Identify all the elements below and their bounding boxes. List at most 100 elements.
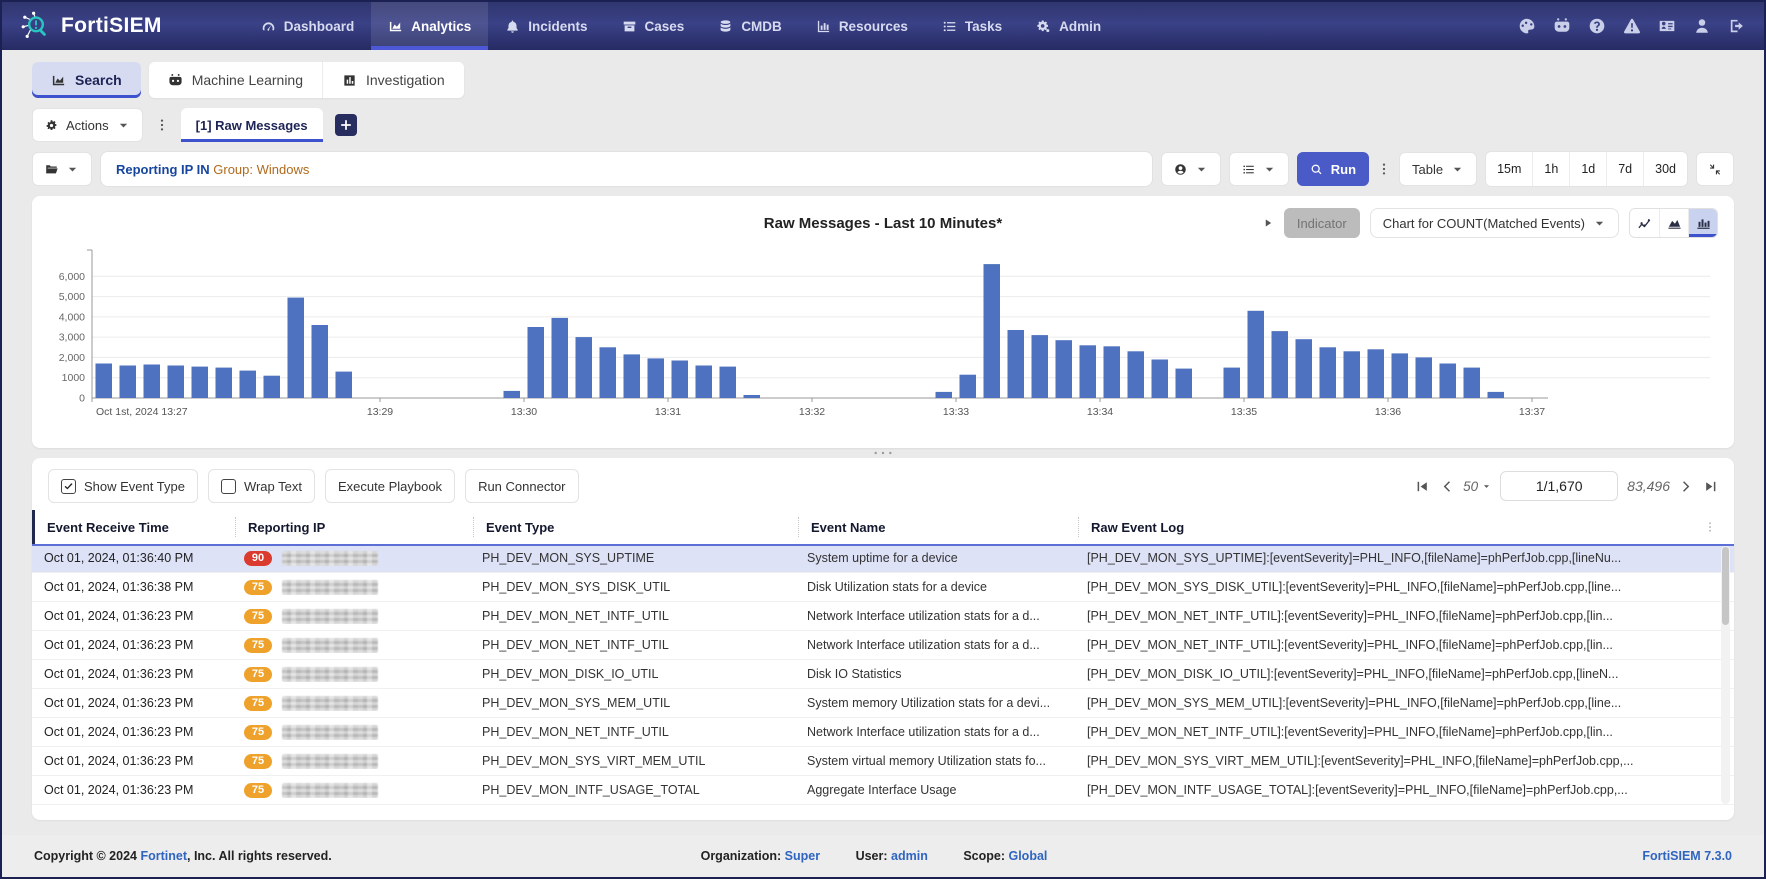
query-input[interactable]: Reporting IP IN Group: Windows bbox=[100, 151, 1153, 187]
bar-chart-button[interactable] bbox=[1688, 209, 1717, 237]
column-header-raw-event-log[interactable]: Raw Event Log bbox=[1078, 517, 1734, 537]
time-range-15m[interactable]: 15m bbox=[1497, 162, 1522, 176]
pagination: 50 1/1,670 83,496 bbox=[1415, 471, 1718, 501]
first-page-icon[interactable] bbox=[1415, 479, 1430, 494]
id-card-icon[interactable] bbox=[1658, 17, 1676, 35]
column-header-event-receive-time[interactable]: Event Receive Time bbox=[47, 519, 169, 535]
nav-item-analytics[interactable]: Analytics bbox=[371, 2, 489, 50]
table-row[interactable]: Oct 01, 2024, 01:36:40 PM 90 PH_DEV_MON_SY… bbox=[32, 544, 1734, 573]
user-value[interactable]: admin bbox=[891, 849, 928, 863]
nav-item-cases[interactable]: Cases bbox=[605, 2, 702, 50]
tab-search[interactable]: Search bbox=[32, 62, 141, 98]
nav-item-tasks[interactable]: Tasks bbox=[925, 2, 1019, 50]
column-options-icon[interactable] bbox=[1704, 519, 1716, 535]
table-row[interactable]: Oct 01, 2024, 01:36:23 PM 75 PH_DEV_MON_NE… bbox=[32, 602, 1734, 631]
nav-item-admin[interactable]: Admin bbox=[1019, 2, 1118, 50]
svg-text:13:37: 13:37 bbox=[1519, 406, 1545, 418]
svg-text:1000: 1000 bbox=[62, 372, 86, 384]
scrollbar-thumb[interactable] bbox=[1722, 547, 1729, 625]
help-icon[interactable] bbox=[1588, 17, 1606, 35]
time-range-1h[interactable]: 1h bbox=[1532, 152, 1569, 186]
run-connector-button[interactable]: Run Connector bbox=[465, 469, 579, 503]
nav-item-cmdb[interactable]: CMDB bbox=[701, 2, 799, 50]
table-row[interactable]: Oct 01, 2024, 01:36:23 PM 75 PH_DEV_MON_SY… bbox=[32, 747, 1734, 776]
panel-resize-handle[interactable] bbox=[32, 448, 1734, 458]
time-range-7d[interactable]: 7d bbox=[1606, 152, 1643, 186]
panel-toggle-arrow-icon[interactable] bbox=[1262, 217, 1274, 229]
tab-machine-learning[interactable]: Machine Learning bbox=[148, 62, 322, 98]
area-chart-button[interactable] bbox=[1659, 209, 1688, 237]
toggle-show-event-type[interactable]: Show Event Type bbox=[48, 469, 198, 503]
page-indicator-input[interactable]: 1/1,670 bbox=[1500, 471, 1619, 501]
execute-playbook-button[interactable]: Execute Playbook bbox=[324, 469, 456, 503]
column-header-event-type[interactable]: Event Type bbox=[473, 517, 798, 537]
organization-value[interactable]: Super bbox=[784, 849, 821, 863]
prev-page-icon[interactable] bbox=[1439, 479, 1454, 494]
next-page-icon[interactable] bbox=[1679, 479, 1694, 494]
scope-label: Scope: bbox=[963, 849, 1005, 863]
cell-event-receive-time: Oct 01, 2024, 01:36:23 PM bbox=[44, 725, 194, 739]
cell-event-type: PH_DEV_MON_INTF_USAGE_TOTAL bbox=[482, 783, 700, 797]
version-text[interactable]: FortiSIEM 7.3.0 bbox=[1642, 849, 1732, 863]
nav-item-resources[interactable]: Resources bbox=[799, 2, 925, 50]
palette-icon[interactable] bbox=[1518, 17, 1536, 35]
table-row[interactable]: Oct 01, 2024, 01:36:23 PM 75 PH_DEV_MON_IN… bbox=[32, 776, 1734, 805]
compress-button[interactable] bbox=[1696, 152, 1734, 186]
table-row[interactable]: Oct 01, 2024, 01:36:23 PM 75 PH_DEV_MON_DI… bbox=[32, 660, 1734, 689]
chart-title: Raw Messages - Last 10 Minutes* bbox=[763, 214, 1003, 232]
time-range-30d[interactable]: 30d bbox=[1643, 152, 1687, 186]
line-chart-button[interactable] bbox=[1630, 209, 1659, 237]
last-page-icon[interactable] bbox=[1703, 479, 1718, 494]
checkbox-icon[interactable] bbox=[220, 478, 236, 494]
events-grid: Event Receive Time Reporting IP Event Ty… bbox=[32, 510, 1734, 805]
table-row[interactable]: Oct 01, 2024, 01:36:23 PM 75 PH_DEV_MON_NE… bbox=[32, 718, 1734, 747]
page-size-value: 50 bbox=[1463, 478, 1479, 494]
run-button[interactable]: Run bbox=[1296, 152, 1370, 186]
cell-event-name: Disk IO Statistics bbox=[807, 667, 902, 681]
nav-item-dashboard[interactable]: Dashboard bbox=[244, 2, 372, 50]
sign-out-icon[interactable] bbox=[1728, 17, 1746, 35]
table-row[interactable]: Oct 01, 2024, 01:36:38 PM 75 PH_DEV_MON_SY… bbox=[32, 573, 1734, 602]
cell-reporting-ip: 75 bbox=[232, 695, 470, 711]
indicator-button[interactable]: Indicator bbox=[1283, 208, 1360, 238]
cell-reporting-ip: 75 bbox=[232, 782, 470, 798]
column-header-event-name[interactable]: Event Name bbox=[798, 517, 1078, 537]
table-row[interactable]: Oct 01, 2024, 01:36:23 PM 75 PH_DEV_MON_SY… bbox=[32, 689, 1734, 718]
column-header-reporting-ip[interactable]: Reporting IP bbox=[235, 517, 473, 537]
actions-button[interactable]: Actions bbox=[32, 108, 143, 142]
display-fields-dropdown[interactable] bbox=[1228, 152, 1289, 186]
table-row[interactable]: Oct 01, 2024, 01:36:23 PM 75 PH_DEV_MON_NE… bbox=[32, 631, 1734, 660]
table-scrollbar[interactable] bbox=[1721, 546, 1730, 804]
user-icon[interactable] bbox=[1693, 17, 1711, 35]
cell-event-receive-time: Oct 01, 2024, 01:36:23 PM bbox=[44, 609, 194, 623]
cell-event-name: Network Interface utilization stats for … bbox=[807, 638, 1040, 652]
raw-messages-chart[interactable]: 0 1000 2,000 3,000 4,000 5,000 6,000 Oct 1st, 2… bbox=[46, 246, 1720, 439]
nav-item-label: CMDB bbox=[741, 18, 782, 34]
toggle-wrap-text[interactable]: Wrap Text bbox=[207, 469, 315, 503]
cell-event-receive-time: Oct 01, 2024, 01:36:23 PM bbox=[44, 638, 194, 652]
scope-value[interactable]: Global bbox=[1008, 849, 1048, 863]
tab-investigation[interactable]: Investigation bbox=[322, 62, 464, 98]
bot-icon[interactable] bbox=[1553, 17, 1571, 35]
checkbox-icon[interactable] bbox=[61, 478, 76, 494]
fortinet-link[interactable]: Fortinet bbox=[140, 849, 187, 863]
nav-item-incidents[interactable]: Incidents bbox=[488, 2, 604, 50]
search-row: Reporting IP IN Group: Windows Run Table… bbox=[32, 151, 1734, 187]
page-size-dropdown[interactable]: 50 bbox=[1463, 479, 1491, 494]
run-more-options-icon[interactable] bbox=[1377, 160, 1391, 178]
add-tab-button[interactable] bbox=[334, 114, 357, 136]
search-result-tab[interactable]: [1] Raw Messages bbox=[180, 108, 323, 142]
severity-badge: 75 bbox=[244, 695, 272, 711]
user-context-dropdown[interactable] bbox=[1160, 152, 1221, 186]
warning-icon[interactable] bbox=[1623, 17, 1641, 35]
cell-event-receive-time: Oct 01, 2024, 01:36:23 PM bbox=[44, 754, 194, 768]
chevron-down-icon bbox=[117, 119, 130, 132]
chart-series-dropdown[interactable]: Chart for COUNT(Matched Events) bbox=[1369, 208, 1619, 238]
cell-event-receive-time: Oct 01, 2024, 01:36:23 PM bbox=[44, 667, 194, 681]
more-options-icon[interactable] bbox=[155, 116, 169, 134]
time-range-1d[interactable]: 1d bbox=[1569, 152, 1606, 186]
fortisiem-logo[interactable]: FortiSIEM bbox=[20, 10, 162, 42]
saved-search-button[interactable] bbox=[32, 152, 92, 186]
view-mode-dropdown[interactable]: Table bbox=[1399, 152, 1478, 186]
cell-event-name: System virtual memory Utilization stats … bbox=[807, 754, 1046, 768]
